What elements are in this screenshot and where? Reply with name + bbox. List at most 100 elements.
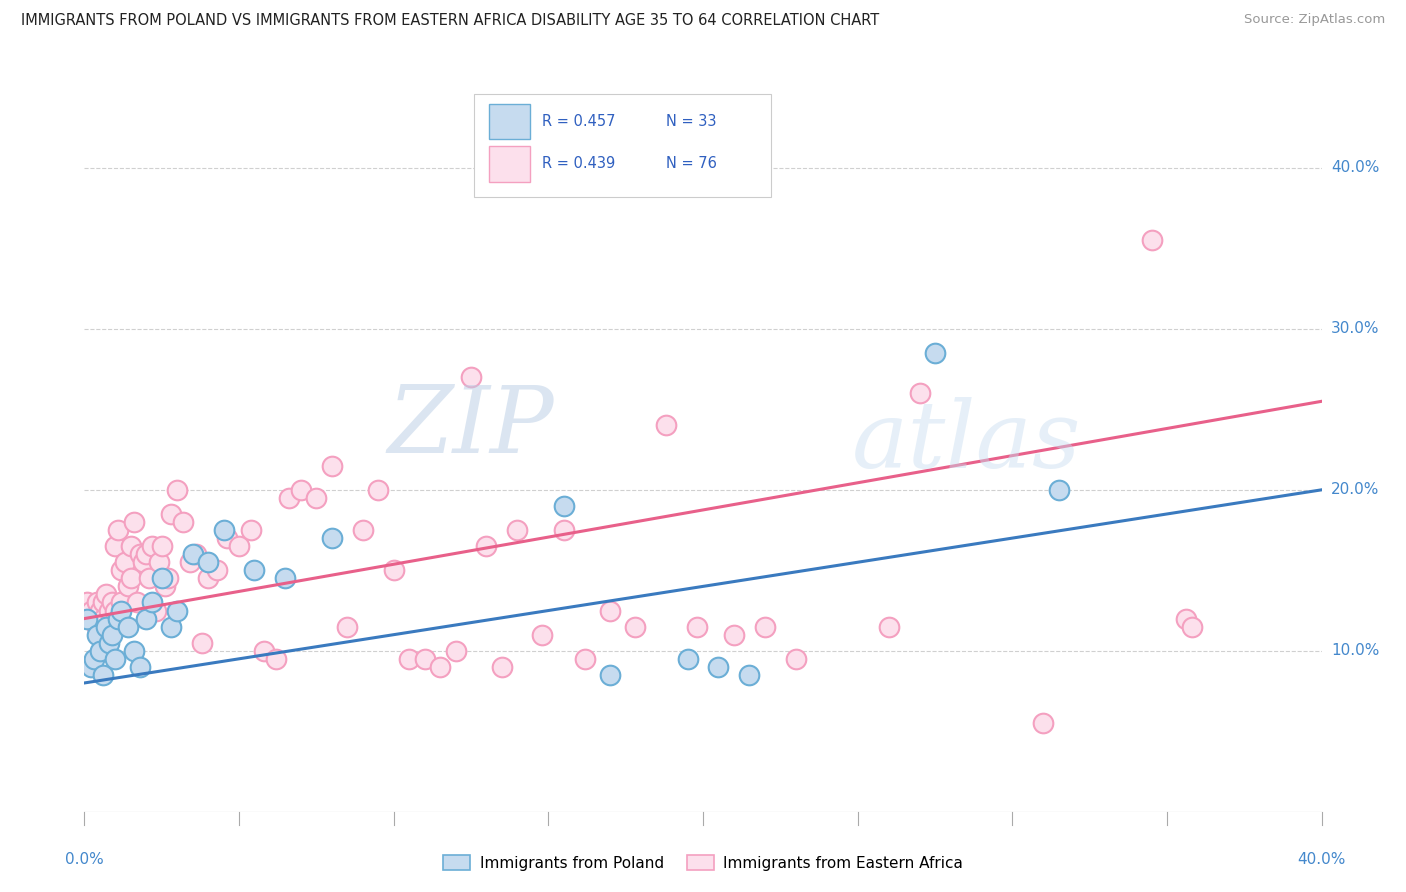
Point — [506, 523, 529, 537]
FancyBboxPatch shape — [474, 94, 770, 197]
FancyBboxPatch shape — [489, 146, 530, 182]
Point — [86, 628, 108, 642]
Point — [243, 563, 266, 577]
Point — [207, 563, 229, 577]
Point — [277, 491, 299, 505]
Point — [460, 370, 482, 384]
Point — [305, 491, 328, 505]
Point — [138, 571, 160, 585]
Point — [166, 483, 188, 497]
Point — [877, 619, 900, 633]
Point — [172, 515, 194, 529]
Point — [574, 652, 596, 666]
Point — [553, 499, 575, 513]
Point — [599, 668, 621, 682]
Point — [117, 619, 139, 633]
Text: 40.0%: 40.0% — [1331, 161, 1379, 176]
Point — [135, 611, 157, 625]
Text: Source: ZipAtlas.com: Source: ZipAtlas.com — [1244, 13, 1385, 27]
Point — [107, 611, 129, 625]
Point — [114, 555, 136, 569]
Point — [117, 579, 139, 593]
Point — [228, 539, 250, 553]
Text: 0.0%: 0.0% — [65, 852, 104, 867]
Point — [91, 595, 114, 609]
Point — [98, 636, 121, 650]
Point — [676, 652, 699, 666]
Point — [89, 644, 111, 658]
Point — [141, 539, 163, 553]
Point — [413, 652, 436, 666]
Point — [135, 547, 157, 561]
Point — [738, 668, 761, 682]
Point — [120, 571, 142, 585]
Point — [723, 628, 745, 642]
Point — [382, 563, 405, 577]
Point — [212, 523, 235, 537]
Point — [122, 644, 145, 658]
Point — [1174, 611, 1197, 625]
Point — [122, 515, 145, 529]
Point — [91, 611, 114, 625]
Point — [76, 595, 98, 609]
Point — [98, 619, 121, 633]
Point — [120, 539, 142, 553]
Point — [336, 619, 359, 633]
Point — [94, 619, 117, 633]
Text: 10.0%: 10.0% — [1331, 643, 1379, 658]
Point — [367, 483, 389, 497]
Point — [104, 603, 127, 617]
Point — [160, 507, 183, 521]
Point — [707, 660, 730, 674]
Point — [321, 458, 343, 473]
Point — [129, 547, 152, 561]
Point — [150, 571, 173, 585]
Point — [125, 595, 148, 609]
Point — [264, 652, 287, 666]
Point — [79, 660, 101, 674]
Point — [141, 595, 163, 609]
Point — [101, 628, 124, 642]
Point — [145, 603, 167, 617]
Text: N = 76: N = 76 — [666, 156, 717, 171]
Text: ZIP: ZIP — [388, 382, 554, 472]
Point — [290, 483, 312, 497]
Point — [156, 571, 179, 585]
Point — [86, 619, 108, 633]
Text: R = 0.457: R = 0.457 — [543, 114, 616, 129]
Point — [253, 644, 276, 658]
Point — [83, 611, 105, 625]
Point — [148, 555, 170, 569]
Point — [129, 660, 152, 674]
Point — [398, 652, 420, 666]
Point — [104, 539, 127, 553]
Point — [104, 652, 127, 666]
Point — [624, 619, 647, 633]
Point — [86, 595, 108, 609]
Text: 30.0%: 30.0% — [1331, 321, 1379, 336]
Point — [110, 603, 132, 617]
Point — [110, 563, 132, 577]
Point — [352, 523, 374, 537]
Point — [240, 523, 263, 537]
Point — [924, 346, 946, 360]
Point — [197, 571, 219, 585]
Point — [191, 636, 214, 650]
Point — [166, 603, 188, 617]
Text: N = 33: N = 33 — [666, 114, 717, 129]
Point — [655, 418, 678, 433]
Point — [444, 644, 467, 658]
Point — [531, 628, 554, 642]
Point — [98, 603, 121, 617]
Point — [83, 652, 105, 666]
Point — [107, 523, 129, 537]
Point — [1181, 619, 1204, 633]
Point — [429, 660, 451, 674]
Point — [110, 595, 132, 609]
Point — [553, 523, 575, 537]
Legend: Immigrants from Poland, Immigrants from Eastern Africa: Immigrants from Poland, Immigrants from … — [443, 855, 963, 871]
Point — [321, 531, 343, 545]
Text: IMMIGRANTS FROM POLAND VS IMMIGRANTS FROM EASTERN AFRICA DISABILITY AGE 35 TO 64: IMMIGRANTS FROM POLAND VS IMMIGRANTS FRO… — [21, 13, 879, 29]
Text: atlas: atlas — [852, 397, 1081, 486]
Point — [132, 555, 155, 569]
